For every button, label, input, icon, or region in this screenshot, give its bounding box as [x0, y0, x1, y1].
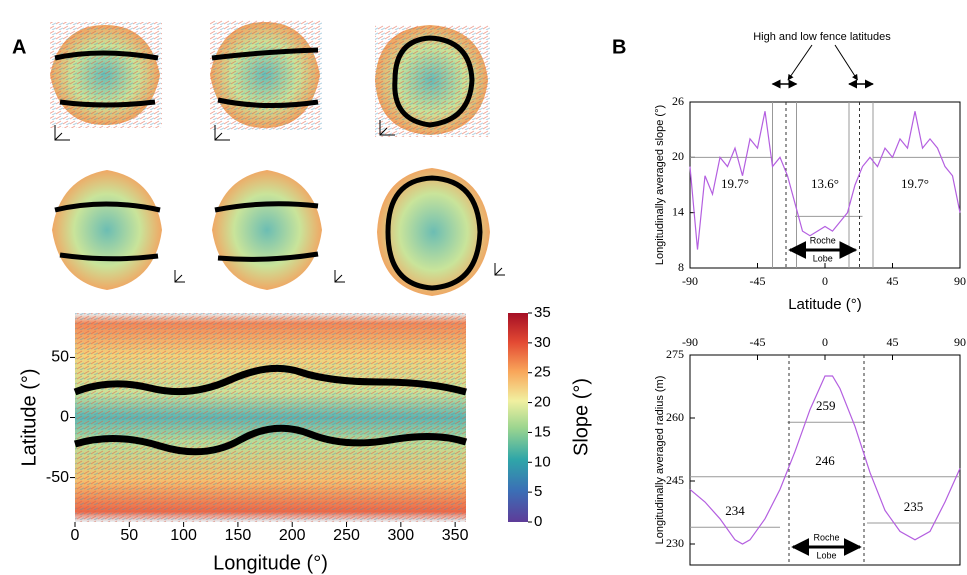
- y-tick-label: 8: [678, 260, 684, 274]
- slope-annotation: 19.7°: [721, 176, 749, 191]
- y-axis-label: Longitudinally averaged slope (°): [654, 105, 666, 265]
- x-tick-label: 0: [822, 335, 828, 349]
- colorbar-tick-label: 5: [534, 483, 542, 500]
- x-tick-label: 150: [225, 527, 252, 544]
- x-tick-label: 100: [170, 527, 197, 544]
- x-tick-label: -90: [682, 335, 698, 349]
- colorbar-tick-label: 25: [534, 364, 551, 381]
- fence-lines: [73, 364, 468, 456]
- y-tick-label: 20: [672, 149, 684, 163]
- colorbar-tick-label: 15: [534, 423, 551, 440]
- y-tick-label: 50: [51, 349, 69, 366]
- x-axis-label: Longitude (°): [213, 552, 328, 574]
- x-tick-label: 350: [442, 527, 469, 544]
- fence-header: High and low fence latitudes: [753, 31, 891, 43]
- panel-label: A: [12, 36, 26, 58]
- fence-arrow: [787, 44, 813, 81]
- colorbar-tick-label: 20: [534, 394, 551, 411]
- x-tick-label: 45: [887, 335, 899, 349]
- colorbar-tick-label: 30: [534, 334, 551, 351]
- x-tick-label: 90: [954, 274, 966, 288]
- y-tick-label: 230: [666, 536, 684, 550]
- x-axis-label: Latitude (°): [788, 296, 862, 313]
- x-tick-label: 0: [822, 274, 828, 288]
- fence-arrow: [834, 44, 858, 81]
- y-tick-label: 0: [60, 409, 69, 426]
- x-tick-label: 200: [279, 527, 306, 544]
- roche-label: Roche: [813, 532, 839, 542]
- map-texture: [75, 313, 466, 522]
- roche-label: Lobe: [816, 550, 836, 560]
- y-tick-label: 14: [672, 204, 684, 218]
- asteroid-views: [50, 20, 505, 296]
- y-tick-label: 26: [672, 94, 684, 108]
- y-tick-label: 275: [666, 347, 684, 361]
- slope-annotation: 19.7°: [901, 176, 929, 191]
- x-tick-label: -45: [750, 335, 766, 349]
- colorbar-tick-label: 0: [534, 513, 542, 530]
- colorbar-tick-label: 35: [534, 304, 551, 321]
- y-tick-label: 260: [666, 410, 684, 424]
- y-tick-label: -50: [46, 469, 69, 486]
- roche-label: Lobe: [813, 253, 833, 263]
- x-tick-label: 90: [954, 335, 966, 349]
- x-tick-label: 250: [333, 527, 360, 544]
- reference-label: 259: [816, 398, 836, 413]
- y-tick-label: 245: [666, 473, 684, 487]
- x-tick-label: 300: [387, 527, 414, 544]
- roche-label: Roche: [810, 235, 836, 245]
- colorbar: [508, 313, 528, 522]
- y-axis-label: Longitudinally averaged radius (m): [654, 376, 666, 545]
- x-tick-label: 45: [887, 274, 899, 288]
- reference-label: 234: [725, 503, 745, 518]
- reference-label: 246: [815, 453, 835, 468]
- x-tick-label: 50: [120, 527, 138, 544]
- y-axis-label: Latitude (°): [18, 368, 40, 466]
- series-line: [689, 375, 961, 545]
- x-tick-label: 0: [71, 527, 80, 544]
- series-line: [689, 111, 961, 250]
- colorbar-label: Slope (°): [570, 378, 592, 456]
- x-tick-label: -90: [682, 274, 698, 288]
- reference-label: 235: [904, 499, 924, 514]
- colorbar-tick-label: 10: [534, 453, 551, 470]
- x-tick-label: -45: [750, 274, 766, 288]
- slope-annotation: 13.6°: [811, 176, 839, 191]
- panel-label: B: [612, 36, 626, 58]
